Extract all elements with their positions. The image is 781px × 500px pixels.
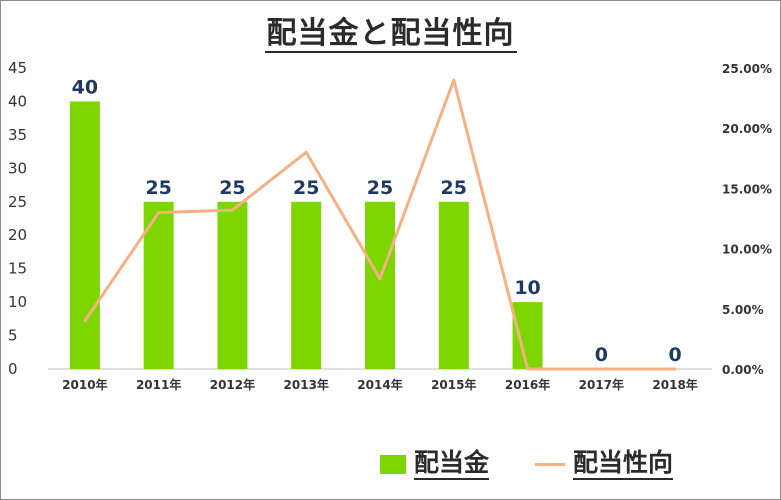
- data-label: 25: [367, 177, 393, 199]
- data-label: 25: [219, 177, 245, 199]
- bar: [365, 201, 395, 369]
- x-tick-label: 2013年: [284, 377, 329, 392]
- x-tick-label: 2017年: [579, 377, 624, 392]
- y-tick-label: 20: [8, 226, 27, 244]
- x-tick-label: 2012年: [210, 377, 255, 392]
- data-label: 10: [514, 277, 540, 299]
- data-label: 40: [72, 76, 98, 98]
- y2-tick-label: 10.00%: [722, 243, 772, 257]
- y-tick-label: 5: [8, 327, 18, 345]
- y-tick-label: 25: [8, 193, 27, 211]
- y-tick-label: 30: [8, 159, 27, 177]
- legend-item-line: 配当性向: [535, 448, 674, 480]
- chart-title: 配当金と配当性向: [264, 16, 517, 53]
- x-tick-label: 2018年: [652, 377, 697, 392]
- y-tick-label: 10: [8, 293, 27, 311]
- y-tick-label: 15: [8, 260, 27, 278]
- legend-swatch-line: [535, 462, 566, 466]
- legend-item-bar: 配当金: [380, 448, 490, 480]
- y2-tick-label: 20.00%: [722, 122, 772, 136]
- x-tick-label: 2011年: [136, 377, 181, 392]
- x-tick-label: 2016年: [505, 377, 550, 392]
- data-label: 0: [595, 344, 608, 366]
- data-label: 25: [441, 177, 467, 199]
- data-label: 25: [145, 177, 171, 199]
- y2-tick-label: 15.00%: [722, 182, 772, 196]
- y-tick-label: 0: [8, 360, 18, 378]
- legend-swatch-bar: [380, 454, 406, 474]
- data-label: 25: [293, 177, 319, 199]
- x-tick-label: 2010年: [62, 377, 107, 392]
- bar: [512, 302, 543, 369]
- bar: [438, 201, 469, 369]
- legend-label-line: 配当性向: [573, 448, 674, 480]
- x-tick-label: 2015年: [431, 377, 476, 392]
- y2-tick-label: 0.00%: [722, 363, 764, 377]
- bar: [69, 101, 100, 369]
- y-tick-label: 40: [8, 92, 27, 110]
- y-tick-label: 45: [8, 59, 27, 77]
- y2-tick-label: 25.00%: [722, 62, 772, 76]
- bar: [291, 201, 322, 369]
- data-label: 0: [668, 344, 681, 366]
- y-tick-label: 35: [8, 126, 27, 144]
- y2-tick-label: 5.00%: [722, 303, 764, 317]
- legend-label-bar: 配当金: [414, 448, 490, 480]
- legend: 配当金 配当性向: [380, 446, 719, 482]
- x-tick-label: 2014年: [357, 377, 402, 392]
- bar: [217, 201, 248, 369]
